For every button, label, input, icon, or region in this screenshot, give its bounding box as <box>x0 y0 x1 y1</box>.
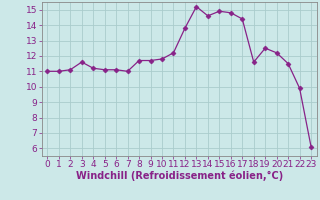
X-axis label: Windchill (Refroidissement éolien,°C): Windchill (Refroidissement éolien,°C) <box>76 171 283 181</box>
